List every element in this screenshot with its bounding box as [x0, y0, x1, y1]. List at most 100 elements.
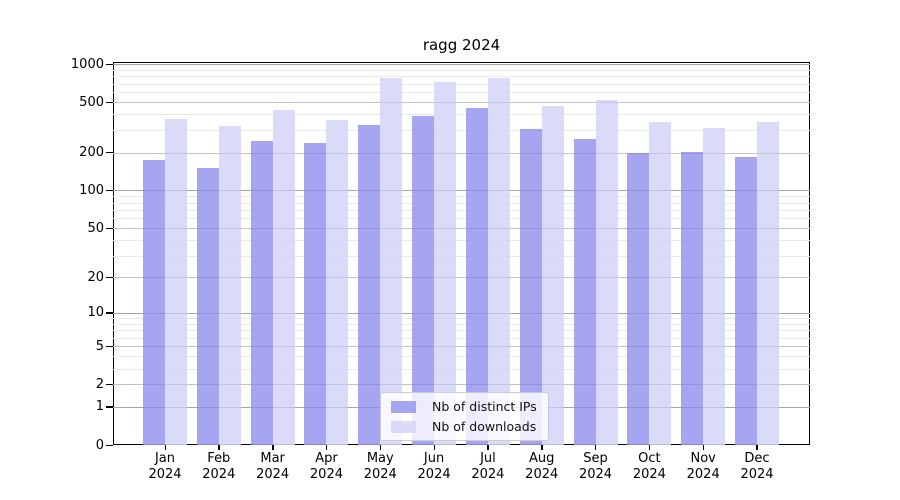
x-tick-label-year: 2024	[686, 467, 720, 482]
bar-downloads	[380, 78, 403, 445]
bar-distinct-ips	[250, 141, 273, 445]
gridline-overlay	[113, 102, 810, 104]
legend-label-distinct-ips: Nb of distinct IPs	[432, 399, 537, 414]
y-tick-mark	[106, 189, 113, 192]
legend-item-downloads: Nb of downloads	[391, 419, 537, 434]
y-tick-mark	[106, 63, 113, 65]
gridline-overlay	[113, 190, 810, 192]
gridline-minor	[113, 318, 810, 320]
x-tick-label: Nov 2024	[673, 451, 733, 483]
x-tick-label-year: 2024	[417, 467, 451, 482]
y-tick-label: 500	[79, 94, 104, 110]
bar-downloads	[756, 121, 779, 445]
gridline-minor	[113, 255, 810, 257]
y-tick-label: 2	[95, 376, 104, 392]
x-tick-label: Sep 2024	[566, 451, 626, 483]
bar-downloads	[218, 125, 241, 445]
bar-downloads	[649, 121, 672, 445]
y-tick-mark	[106, 444, 113, 446]
gridline-major	[113, 384, 810, 386]
x-tick-mark	[648, 445, 651, 450]
x-tick-label-year: 2024	[309, 467, 343, 482]
legend-item-distinct-ips: Nb of distinct IPs	[391, 399, 537, 414]
gridline-minor	[113, 218, 810, 220]
bar-distinct-ips	[627, 153, 650, 445]
x-tick-label-year: 2024	[740, 467, 774, 482]
gridline-overlay	[113, 384, 810, 386]
bar-distinct-ips	[412, 116, 435, 445]
bar-distinct-ips	[681, 151, 704, 445]
gridline-major	[113, 152, 810, 154]
x-tick-label: Dec 2024	[727, 451, 787, 483]
x-tick-label-year: 2024	[256, 467, 290, 482]
y-tick-label: 1000	[70, 56, 104, 72]
gridline-minor	[113, 240, 810, 242]
y-tick-label: 50	[87, 220, 104, 236]
gridline-minor	[113, 368, 810, 370]
bar-distinct-ips	[358, 125, 381, 445]
gridline-minor	[113, 209, 810, 211]
bar-downloads	[434, 81, 457, 445]
gridline-overlay	[113, 277, 810, 279]
gridline-minor	[113, 92, 810, 94]
x-tick-mark	[379, 445, 382, 450]
gridline-major	[113, 64, 810, 65]
gridline-minor	[113, 356, 810, 358]
y-tick-label: 10	[87, 305, 104, 321]
x-tick-label-year: 2024	[202, 467, 236, 482]
x-tick-mark	[595, 445, 597, 450]
gridline-minor	[113, 330, 810, 332]
x-tick-mark	[487, 445, 489, 450]
gridline-overlay	[113, 346, 810, 348]
gridline-minor	[113, 323, 810, 325]
bar-distinct-ips	[304, 142, 327, 445]
gridline-overlay	[113, 152, 810, 154]
bar-distinct-ips	[196, 167, 219, 445]
x-tick-label: Jan 2024	[135, 451, 195, 483]
x-tick-label: Jul 2024	[458, 451, 518, 483]
bar-distinct-ips	[734, 157, 757, 445]
x-tick-label: Oct 2024	[619, 451, 679, 483]
x-tick-label: Mar 2024	[243, 451, 303, 483]
x-tick-mark	[164, 445, 166, 450]
x-tick-label-year: 2024	[578, 467, 613, 482]
x-tick-mark	[702, 445, 705, 450]
x-tick-label-year: 2024	[632, 467, 666, 482]
x-tick-label: Jun 2024	[404, 451, 464, 483]
gridline-major	[113, 312, 810, 314]
gridline-overlay	[113, 312, 810, 314]
gridline-major	[113, 346, 810, 348]
gridline-minor	[113, 76, 810, 78]
bar-distinct-ips	[143, 160, 165, 445]
y-tick-mark	[106, 227, 113, 230]
y-tick-mark	[106, 406, 113, 408]
x-tick-label-year: 2024	[525, 467, 559, 482]
x-tick-label: May 2024	[350, 451, 410, 483]
x-tick-mark	[756, 445, 758, 450]
gridline-minor	[113, 202, 810, 204]
x-tick-mark	[325, 445, 328, 450]
gridline-minor	[113, 337, 810, 339]
gridline-major	[113, 277, 810, 279]
bar-downloads	[272, 110, 295, 445]
y-tick-label: 200	[79, 145, 104, 161]
x-tick-label: Aug 2024	[512, 451, 572, 483]
y-tick-mark	[106, 152, 113, 154]
legend-swatch-downloads	[391, 420, 416, 433]
bar-downloads	[487, 77, 510, 445]
x-tick-mark	[541, 445, 543, 450]
y-tick-label: 0	[95, 437, 104, 453]
x-tick-label: Apr 2024	[296, 451, 356, 483]
gridline-major	[113, 102, 810, 104]
bar-distinct-ips	[465, 108, 488, 445]
y-tick-mark	[106, 276, 113, 278]
x-tick-label: Feb 2024	[189, 451, 249, 483]
gridline-overlay	[113, 64, 810, 65]
y-tick-label: 5	[95, 338, 104, 354]
y-tick-label: 20	[87, 269, 104, 285]
gridline-minor	[113, 130, 810, 132]
legend-swatch-distinct-ips	[391, 400, 416, 413]
gridline-overlay	[113, 228, 810, 230]
gridline-minor	[113, 69, 810, 71]
